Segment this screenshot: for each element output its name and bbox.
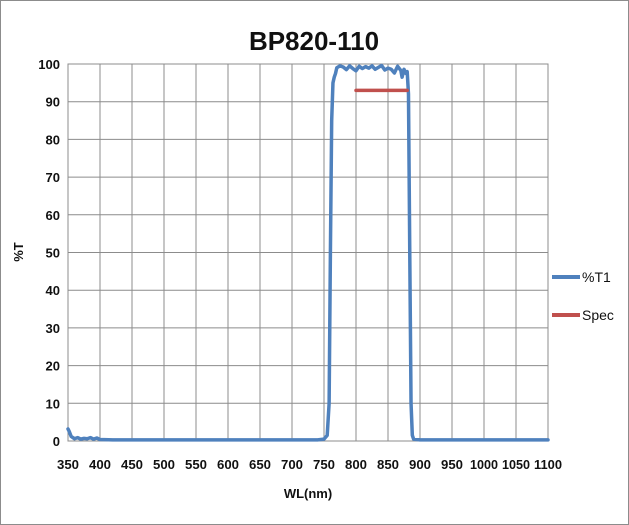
x-tick-label: 550	[185, 457, 207, 472]
x-tick-label: 650	[249, 457, 271, 472]
y-tick-label: 100	[38, 57, 60, 72]
legend: %T1 Spec	[552, 269, 614, 323]
y-axis-label: %T	[11, 242, 26, 262]
x-tick-label: 1000	[470, 457, 498, 472]
x-tick-label: 700	[281, 457, 303, 472]
grid	[67, 63, 549, 442]
x-tick-label: 600	[217, 457, 239, 472]
x-tick-label: 1050	[502, 457, 530, 472]
y-tick-label: 70	[46, 170, 60, 185]
legend-label: %T1	[582, 269, 611, 285]
y-tick-labels: 0 10 20 30 40 50 60 70 80 90 100	[38, 57, 60, 449]
series-line-t1	[66, 63, 550, 442]
x-tick-label: 950	[441, 457, 463, 472]
x-tick-label: 400	[89, 457, 111, 472]
chart-title: BP820-110	[249, 26, 379, 56]
x-tick-label: 850	[377, 457, 399, 472]
x-tick-label: 900	[409, 457, 431, 472]
y-tick-label: 30	[46, 321, 60, 336]
x-tick-labels: 350 400 450 500 550 600 650 700 750 800 850 900 950 1…	[57, 457, 562, 472]
series-layer	[66, 63, 550, 442]
y-tick-label: 20	[46, 359, 60, 374]
y-tick-label: 40	[46, 283, 60, 298]
legend-label: Spec	[582, 307, 614, 323]
y-tick-label: 80	[46, 132, 60, 147]
x-tick-label: 500	[153, 457, 175, 472]
x-axis-label: WL(nm)	[284, 486, 332, 501]
y-tick-label: 60	[46, 208, 60, 223]
x-tick-label: 1100	[534, 457, 562, 472]
x-tick-label: 450	[121, 457, 143, 472]
y-tick-label: 90	[46, 95, 60, 110]
y-tick-label: 0	[53, 434, 60, 449]
y-tick-label: 10	[46, 396, 60, 411]
x-tick-label: 800	[345, 457, 367, 472]
x-tick-label: 750	[313, 457, 335, 472]
x-tick-label: 350	[57, 457, 79, 472]
y-tick-label: 50	[46, 246, 60, 261]
